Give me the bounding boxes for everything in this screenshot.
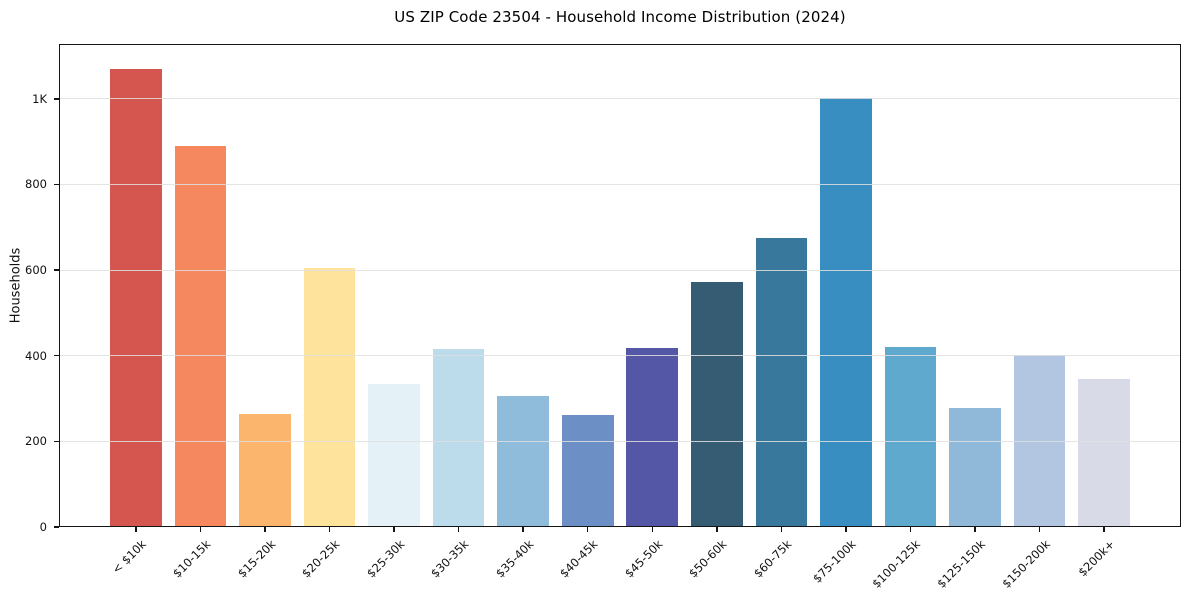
y-tick-label: 0 bbox=[39, 520, 47, 534]
x-tick-label: $10-15k bbox=[169, 537, 214, 581]
bar-125-150k bbox=[949, 408, 1001, 527]
bar-10k bbox=[110, 68, 162, 527]
bar-30-35k bbox=[432, 349, 485, 527]
bar-10-15k bbox=[174, 145, 227, 527]
x-tick-mark bbox=[716, 527, 718, 532]
y-tick-mark bbox=[54, 440, 59, 443]
y-tick-label: 400 bbox=[25, 348, 47, 363]
x-tick-mark bbox=[1103, 527, 1105, 532]
x-tick-mark bbox=[199, 527, 202, 532]
x-tick-mark bbox=[974, 527, 976, 532]
bar-75-100k bbox=[820, 97, 872, 527]
y-tick-mark bbox=[54, 183, 59, 186]
bar-15-20k bbox=[239, 413, 291, 527]
x-tick-mark bbox=[651, 527, 654, 532]
x-tick-label: $100-125k bbox=[869, 537, 924, 590]
y-tick-mark bbox=[54, 98, 59, 100]
x-tick-mark bbox=[909, 527, 912, 532]
x-tick-label: $50-60k bbox=[686, 537, 730, 581]
bar-25-30k bbox=[368, 383, 420, 527]
x-tick-mark bbox=[328, 527, 331, 532]
x-tick-label: < $10k bbox=[109, 537, 149, 577]
gridline bbox=[59, 355, 1181, 357]
gridline bbox=[59, 440, 1181, 442]
x-tick-mark bbox=[135, 527, 137, 532]
x-tick-label: $15-20k bbox=[234, 537, 278, 581]
x-tick-label: $40-45k bbox=[557, 537, 601, 581]
y-tick-mark bbox=[54, 269, 59, 271]
y-tick-label: 200 bbox=[25, 434, 47, 449]
x-tick-label: $150-200k bbox=[998, 537, 1053, 590]
y-tick-mark bbox=[54, 526, 59, 528]
bar-35-40k bbox=[497, 395, 549, 527]
x-tick-mark bbox=[1038, 527, 1041, 532]
gridline bbox=[59, 183, 1181, 185]
x-tick-label: $60-75k bbox=[750, 537, 795, 581]
x-tick-mark bbox=[457, 527, 460, 532]
x-tick-label: $20-25k bbox=[298, 537, 343, 581]
bar-200k bbox=[1078, 379, 1130, 527]
x-tick-mark bbox=[522, 527, 524, 532]
bar-60-75k bbox=[755, 237, 808, 527]
x-tick-label: $35-40k bbox=[492, 537, 537, 581]
y-axis-label-wrap: Households bbox=[7, 44, 25, 527]
bar-50-60k bbox=[691, 282, 743, 527]
bar-20-25k bbox=[303, 267, 356, 527]
y-tick-label: 600 bbox=[25, 263, 47, 278]
x-tick-mark bbox=[780, 527, 783, 532]
gridline bbox=[59, 269, 1181, 271]
x-tick-mark bbox=[586, 527, 589, 532]
x-tick-label: $200k+ bbox=[1074, 537, 1118, 580]
x-tick-label: $30-35k bbox=[428, 537, 472, 581]
plot-frame bbox=[59, 44, 1181, 527]
y-axis-label: Households bbox=[8, 247, 24, 324]
chart-title: US ZIP Code 23504 - Household Income Dis… bbox=[394, 8, 846, 26]
x-tick-label: $75-100k bbox=[810, 537, 859, 586]
bar-40-45k bbox=[561, 414, 614, 527]
bar-100-125k bbox=[884, 347, 937, 527]
y-tick-mark bbox=[54, 354, 59, 357]
x-tick-label: $25-30k bbox=[363, 537, 407, 581]
y-tick-label: 800 bbox=[25, 177, 47, 192]
plot-area: Households 0 200 400 600 800 1K < $10k $10-15k… bbox=[9, 44, 1181, 590]
bar-45-50k bbox=[626, 348, 679, 527]
y-tick-label: 1K bbox=[32, 91, 47, 106]
x-tick-label: $45-50k bbox=[621, 537, 666, 581]
x-tick-label: $125-150k bbox=[934, 537, 988, 590]
x-tick-mark bbox=[264, 527, 266, 532]
x-tick-mark bbox=[393, 527, 395, 532]
gridline bbox=[59, 98, 1181, 100]
x-tick-mark bbox=[845, 527, 847, 532]
